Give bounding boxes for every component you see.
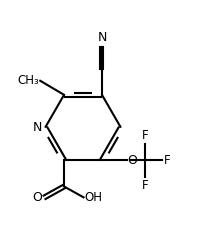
Text: F: F	[142, 129, 149, 142]
Text: F: F	[142, 179, 149, 192]
Text: F: F	[164, 154, 170, 167]
Text: O: O	[128, 154, 137, 167]
Text: CH₃: CH₃	[17, 74, 39, 87]
Text: O: O	[32, 191, 42, 204]
Text: OH: OH	[85, 191, 103, 204]
Text: N: N	[32, 121, 42, 134]
Text: N: N	[97, 31, 107, 44]
